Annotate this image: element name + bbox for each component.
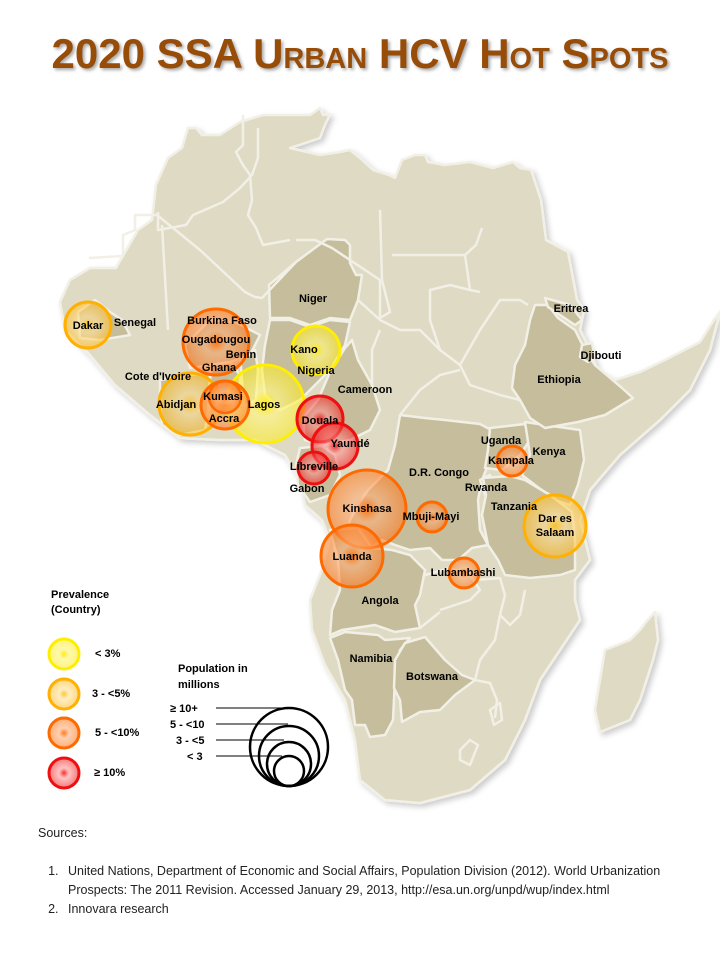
city-label: Salaam — [536, 527, 575, 539]
city-labels: Dakar Ougadougou Kano Abidjan Lagos Kuma… — [73, 320, 575, 579]
city-bubble-kampala[interactable] — [495, 444, 529, 478]
city-label: Ougadougou — [182, 334, 250, 346]
title-text: Hot — [479, 30, 550, 77]
country-label: Gabon — [290, 483, 325, 495]
country-borders — [88, 115, 529, 767]
city-label: Luanda — [332, 551, 372, 563]
city-label: Libreville — [290, 461, 338, 473]
city-label: Kano — [290, 344, 318, 356]
country-label: Benin — [226, 349, 257, 361]
city-label: Lubambashi — [431, 567, 496, 579]
country-label: Niger — [299, 293, 328, 305]
legend-swatch-amber — [47, 677, 81, 711]
country-label: Angola — [361, 595, 399, 607]
country-label: Tanzania — [491, 501, 538, 513]
country-label: Cameroon — [338, 384, 393, 396]
continent — [58, 106, 720, 805]
country-label: Rwanda — [465, 482, 508, 494]
legend-title: Prevalence — [51, 589, 109, 601]
page-title: 2020 SSA Urban HCV Hot Spots — [0, 30, 720, 78]
madagascar — [593, 610, 660, 734]
legend-label: < 3% — [95, 648, 121, 660]
legend-label: ≥ 10% — [94, 767, 125, 779]
sources: Sources: United Nations, Department of E… — [38, 824, 698, 919]
country-niger — [267, 237, 364, 327]
title-text: Spots — [561, 30, 669, 77]
country-label: Namibia — [350, 653, 394, 665]
legend-title: Population in — [178, 663, 248, 675]
country-label: Burkina Faso — [187, 315, 257, 327]
country-label: Eritrea — [554, 303, 590, 315]
country-label: D.R. Congo — [409, 467, 469, 479]
sources-heading: Sources: — [38, 826, 88, 840]
city-label: Lagos — [248, 399, 280, 411]
city-label: Kumasi — [203, 391, 243, 403]
legend-title: (Country) — [51, 604, 101, 616]
city-label: Dakar — [73, 320, 104, 332]
country-label: Cote d'Ivoire — [125, 371, 191, 383]
city-bubbles — [63, 300, 588, 590]
country-namibia — [328, 630, 412, 739]
title-text: HCV — [367, 30, 480, 77]
country-djibouti — [578, 341, 597, 364]
legend-label: ≥ 10+ — [170, 703, 198, 715]
country-eritrea — [543, 296, 584, 327]
city-label: Yaundé — [330, 438, 369, 450]
city-bubble-luanda[interactable] — [319, 523, 385, 589]
population-size-circles — [248, 706, 330, 788]
country-label: Botswana — [406, 671, 459, 683]
country-ethiopia — [510, 303, 635, 430]
city-bubble-ougadougou[interactable] — [181, 307, 251, 377]
city-label: Dar es — [538, 513, 572, 525]
country-labels: Niger Senegal Burkina Faso Benin Ghana C… — [114, 293, 622, 683]
source-item: United Nations, Department of Economic a… — [62, 862, 698, 900]
country-label: Uganda — [481, 435, 522, 447]
country-label: Djibouti — [581, 350, 622, 362]
city-bubble-libreville[interactable] — [296, 450, 332, 486]
city-label: Abidjan — [156, 399, 197, 411]
city-bubble-kumasi[interactable] — [207, 379, 243, 415]
city-label: Douala — [302, 415, 340, 427]
city-bubble-kano[interactable] — [290, 324, 342, 376]
country-label: Ghana — [202, 362, 237, 374]
legend-label: 3 - <5 — [176, 735, 204, 747]
city-bubble-lubambashi[interactable] — [447, 556, 481, 590]
city-label: Mbuji-Mayi — [403, 511, 460, 523]
country-label: Senegal — [114, 317, 156, 329]
population-legend: Population in millions ≥ 10+ 5 - <10 3 -… — [170, 663, 330, 788]
legend-swatch-yellow — [47, 637, 81, 671]
prevalence-legend: Prevalence (Country) < 3% 3 - <5% 5 - <1… — [47, 589, 140, 790]
title-text: Urban — [253, 30, 368, 77]
legend-label: < 3 — [187, 751, 203, 763]
country-label: Ethiopia — [537, 374, 581, 386]
legend-label: 5 - <10% — [95, 727, 140, 739]
source-item: Innovara research — [62, 900, 698, 919]
city-bubble-dakar[interactable] — [63, 300, 113, 350]
city-label: Accra — [209, 413, 240, 425]
legend-label: 5 - <10 — [170, 719, 205, 731]
city-label: Kampala — [488, 455, 535, 467]
legend-label: 3 - <5% — [92, 688, 130, 700]
country-botswana — [392, 635, 477, 724]
city-bubble-dar-es-salaam[interactable] — [522, 493, 588, 559]
legend-swatch-orange — [47, 716, 81, 750]
city-bubble-mbuji-mayi[interactable] — [415, 500, 449, 534]
city-label: Kinshasa — [343, 503, 393, 515]
country-label: Kenya — [532, 446, 566, 458]
legend-swatch-red — [47, 756, 81, 790]
legend-title: millions — [178, 679, 220, 691]
title-text: 2020 SSA — [51, 30, 254, 77]
country-label: Nigeria — [297, 365, 335, 377]
